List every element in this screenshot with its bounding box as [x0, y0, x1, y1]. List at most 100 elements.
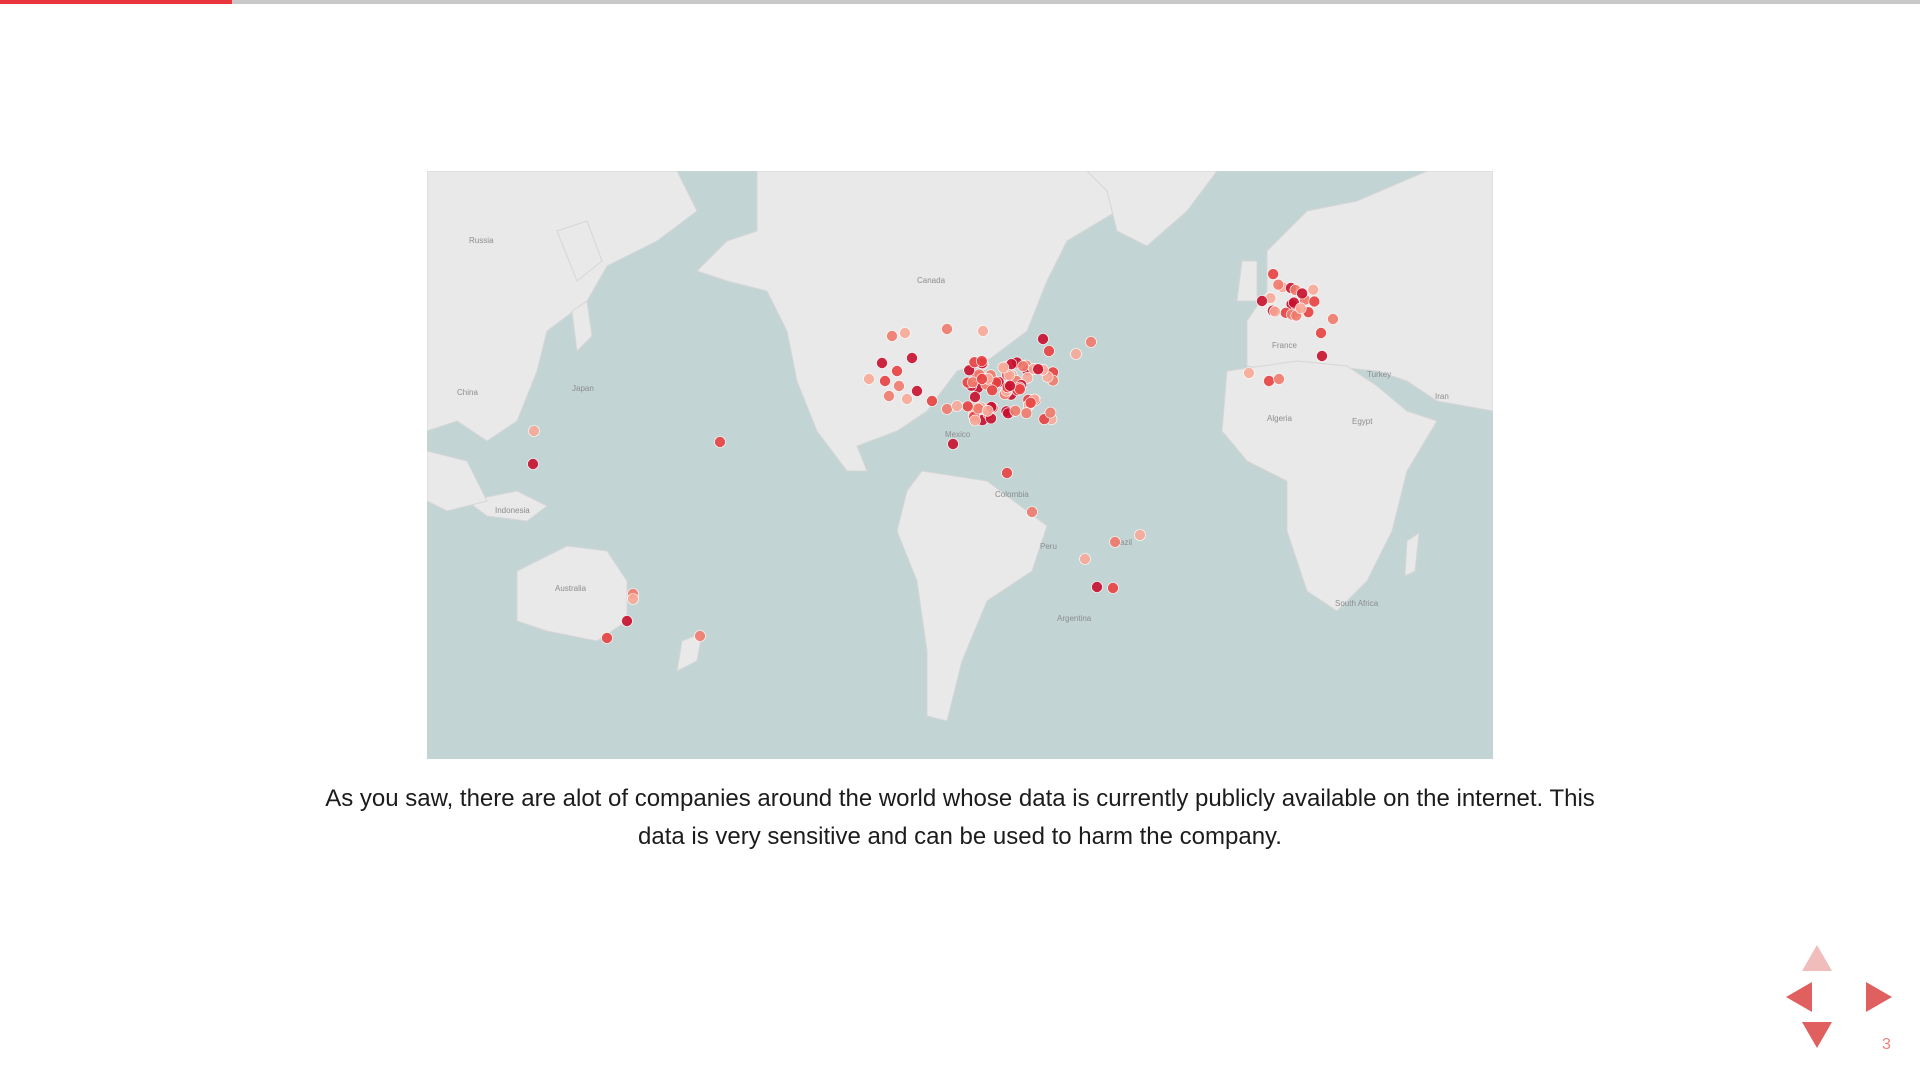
map-label-iran: Iran — [1435, 392, 1449, 401]
slide-navigation — [1776, 940, 1896, 1060]
slide-number: 3 — [1882, 1036, 1891, 1053]
southeast-asia-landmass — [427, 450, 488, 512]
map-label-algeria: Algeria — [1267, 414, 1292, 423]
progress-bar-fill — [0, 0, 233, 4]
company-location-point — [1091, 581, 1103, 593]
company-location-point — [1001, 467, 1013, 479]
map-label-france: France — [1272, 341, 1297, 350]
company-location-point — [1308, 295, 1321, 308]
world-map-image: Russia Canada China Japan Indonesia Aust… — [427, 171, 1493, 759]
company-location-point — [627, 593, 639, 605]
map-label-indonesia: Indonesia — [495, 506, 530, 515]
company-location-point — [1269, 305, 1281, 318]
company-location-point — [601, 632, 613, 644]
map-label-colombia: Colombia — [995, 490, 1029, 499]
company-location-point — [1020, 407, 1033, 419]
map-label-brazil: Brazil — [1112, 538, 1132, 547]
company-location-point — [863, 373, 875, 385]
company-location-point — [1307, 283, 1320, 296]
company-location-point — [961, 400, 974, 413]
arrow-left-icon[interactable] — [1786, 982, 1812, 1012]
company-location-point — [1070, 348, 1082, 360]
company-location-point — [1327, 313, 1339, 325]
company-location-point — [891, 365, 903, 377]
asia-landmass — [427, 171, 698, 442]
company-location-point — [951, 400, 963, 412]
company-location-point — [977, 325, 989, 337]
map-label-japan: Japan — [572, 384, 594, 393]
madagascar-landmass — [1404, 531, 1420, 577]
caption-line-2: data is very sensitive and can be used t… — [638, 823, 1282, 850]
company-location-point — [1107, 582, 1119, 594]
company-location-point — [886, 330, 898, 342]
company-location-point — [1014, 383, 1026, 395]
company-location-point — [976, 355, 988, 367]
company-location-point — [1044, 406, 1057, 419]
company-location-point — [1037, 333, 1049, 345]
company-location-point — [883, 390, 895, 402]
company-location-point — [1294, 302, 1307, 315]
map-label-argentina: Argentina — [1057, 614, 1092, 623]
company-location-point — [1009, 405, 1022, 417]
company-location-point — [1109, 536, 1121, 548]
company-location-point — [986, 384, 998, 397]
arrow-right-icon[interactable] — [1866, 982, 1892, 1012]
company-location-point — [621, 615, 633, 627]
company-location-point — [941, 323, 953, 335]
slide-caption: As you saw, there are alot of companies … — [280, 780, 1640, 856]
company-location-point — [876, 357, 888, 369]
company-location-point — [694, 630, 706, 642]
map-label-turkey: Turkey — [1367, 370, 1391, 379]
company-location-point — [1024, 397, 1037, 409]
company-location-point — [879, 375, 891, 387]
company-location-point — [893, 380, 905, 392]
arrow-down-icon[interactable] — [1802, 1022, 1832, 1048]
company-location-point — [528, 425, 540, 437]
map-label-russia: Russia — [469, 236, 494, 245]
world-map-svg: Russia Canada China Japan Indonesia Aust… — [427, 171, 1493, 759]
africa-landmass — [1221, 360, 1438, 612]
company-location-point — [906, 352, 918, 364]
company-location-point — [1267, 268, 1279, 280]
company-location-point — [527, 458, 539, 470]
company-location-point — [1043, 345, 1055, 357]
map-label-canada: Canada — [917, 276, 946, 285]
company-location-point — [1134, 529, 1146, 541]
company-location-point — [1085, 336, 1097, 348]
progress-bar — [0, 0, 1920, 4]
caption-line-1: As you saw, there are alot of companies … — [325, 785, 1595, 812]
company-location-point — [1243, 367, 1255, 379]
company-location-point — [1316, 350, 1328, 362]
company-location-point — [1273, 373, 1285, 385]
map-label-mexico: Mexico — [945, 430, 971, 439]
indonesia-landmass — [465, 490, 548, 522]
company-location-point — [969, 414, 981, 427]
company-location-point — [911, 385, 923, 397]
company-location-point — [1079, 553, 1091, 565]
north-america-landmass — [696, 171, 1128, 472]
company-location-point — [972, 402, 985, 415]
company-location-point — [941, 403, 953, 415]
company-location-point — [1004, 380, 1016, 392]
map-labels: Russia Canada China Japan Indonesia Aust… — [457, 236, 1449, 623]
japan-landmass — [571, 300, 593, 353]
map-label-egypt: Egypt — [1352, 417, 1373, 426]
company-location-point — [947, 438, 959, 450]
company-location-point — [899, 327, 911, 339]
company-location-point — [901, 393, 913, 405]
company-location-point — [926, 395, 938, 407]
company-location-point — [997, 361, 1010, 374]
company-location-point — [1256, 295, 1268, 307]
company-location-point — [714, 436, 726, 448]
arrow-up-icon[interactable] — [1802, 945, 1832, 971]
company-location-point — [976, 373, 988, 385]
south-america-landmass — [896, 470, 1048, 722]
company-location-point — [1026, 506, 1038, 518]
greenland-landmass — [1086, 171, 1218, 247]
map-label-peru: Peru — [1040, 542, 1057, 551]
company-location-point — [1272, 278, 1285, 291]
company-location-point — [1263, 375, 1275, 387]
company-location-point — [1017, 360, 1029, 372]
company-locations-layer — [527, 268, 1339, 644]
map-label-south-africa: South Africa — [1335, 599, 1379, 608]
